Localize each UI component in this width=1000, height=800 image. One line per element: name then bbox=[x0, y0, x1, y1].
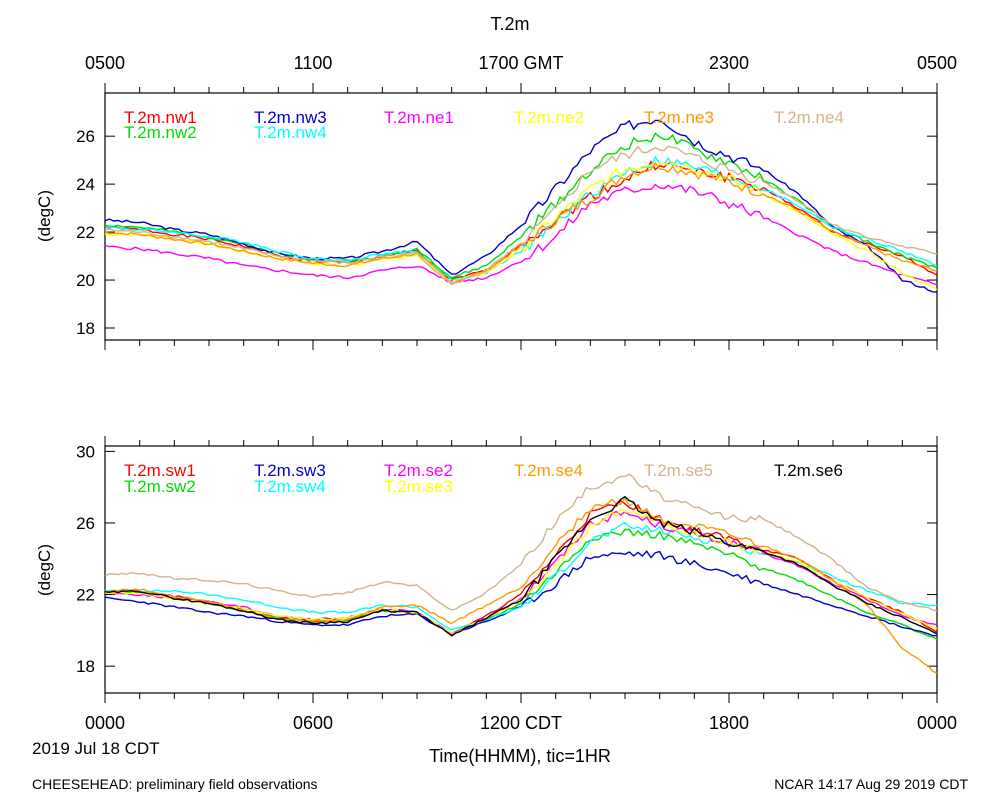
legend-entry: T.2m.se3 bbox=[384, 477, 453, 496]
y-tick-label: 18 bbox=[76, 319, 95, 338]
y-axis-label: (degC) bbox=[35, 544, 54, 596]
legend-entry: T.2m.sw1 bbox=[124, 461, 196, 480]
top-axis-tick-label: 0500 bbox=[85, 53, 125, 73]
y-tick-label: 20 bbox=[76, 271, 95, 290]
bottom-axis-tick-label: 1800 bbox=[709, 713, 749, 733]
series-line-T-2m-nw1 bbox=[105, 160, 937, 280]
bottom-axis-tick-label: 1200 CDT bbox=[480, 713, 562, 733]
series-line-T-2m-nw2 bbox=[105, 132, 937, 279]
legend-entry: T.2m.ne1 bbox=[384, 108, 454, 127]
footer-left-note: CHEESEHEAD: preliminary field observatio… bbox=[32, 776, 318, 792]
bottom-time-axis: 0000 0600 1200 CDT 1800 0000 bbox=[85, 713, 957, 733]
top-axis-tick-label: 2300 bbox=[709, 53, 749, 73]
legend-entry: T.2m.se4 bbox=[514, 461, 583, 480]
series-line-T-2m-ne3 bbox=[105, 161, 937, 285]
series-line-T-2m-se5 bbox=[105, 473, 937, 612]
figure-title: T.2m bbox=[490, 14, 529, 34]
legend-entry: T.2m.se6 bbox=[774, 461, 843, 480]
series-line-T-2m-ne4 bbox=[105, 145, 937, 286]
y-tick-label: 18 bbox=[76, 657, 95, 676]
bottom-axis-tick-label: 0000 bbox=[85, 713, 125, 733]
x-axis-label: Time(HHMM), tic=1HR bbox=[429, 746, 611, 766]
top-axis-tick-label: 1700 GMT bbox=[478, 53, 563, 73]
legend-entry: T.2m.sw3 bbox=[254, 461, 326, 480]
legend-entry: T.2m.nw2 bbox=[124, 123, 197, 142]
y-tick-label: 30 bbox=[76, 442, 95, 461]
y-tick-label: 22 bbox=[76, 223, 95, 242]
series-line-T-2m-nw4 bbox=[105, 155, 937, 281]
legend-entry: T.2m.se2 bbox=[384, 461, 453, 480]
top-time-axis: 0500 1100 1700 GMT 2300 0500 bbox=[85, 53, 957, 73]
legend-entry: T.2m.ne3 bbox=[644, 108, 714, 127]
series-line-T-2m-se2 bbox=[105, 510, 937, 636]
y-tick-label: 24 bbox=[76, 175, 95, 194]
legend-entry: T.2m.sw4 bbox=[254, 477, 326, 496]
legend-entry: T.2m.se5 bbox=[644, 461, 713, 480]
footer-right-note: NCAR 14:17 Aug 29 2019 CDT bbox=[774, 776, 968, 792]
top-axis-tick-label: 0500 bbox=[917, 53, 957, 73]
series-line-T-2m-nw3 bbox=[105, 119, 937, 293]
y-tick-label: 26 bbox=[76, 127, 95, 146]
legend-entry: T.2m.nw1 bbox=[124, 108, 197, 127]
legend-entry: T.2m.nw4 bbox=[254, 123, 327, 142]
legend-entry: T.2m.sw2 bbox=[124, 477, 196, 496]
bottom-panel-plot: 18222630(degC)T.2m.sw1T.2m.sw2T.2m.sw3T.… bbox=[35, 436, 938, 703]
y-tick-label: 26 bbox=[76, 514, 95, 533]
legend-entry: T.2m.ne2 bbox=[514, 108, 584, 127]
y-tick-label: 22 bbox=[76, 586, 95, 605]
series-line-T-2m-se6 bbox=[105, 495, 937, 637]
top-axis-tick-label: 1100 bbox=[294, 53, 333, 73]
series-line-T-2m-sw4 bbox=[105, 521, 937, 631]
series-line-T-2m-ne2 bbox=[105, 162, 937, 291]
bottom-axis-tick-label: 0000 bbox=[917, 713, 957, 733]
date-label: 2019 Jul 18 CDT bbox=[32, 739, 160, 758]
legend-entry: T.2m.ne4 bbox=[774, 108, 844, 127]
bottom-axis-tick-label: 0600 bbox=[293, 713, 333, 733]
series-line-T-2m-ne1 bbox=[105, 183, 937, 286]
legend-entry: T.2m.nw3 bbox=[254, 108, 327, 127]
y-axis-label: (degC) bbox=[35, 190, 54, 242]
